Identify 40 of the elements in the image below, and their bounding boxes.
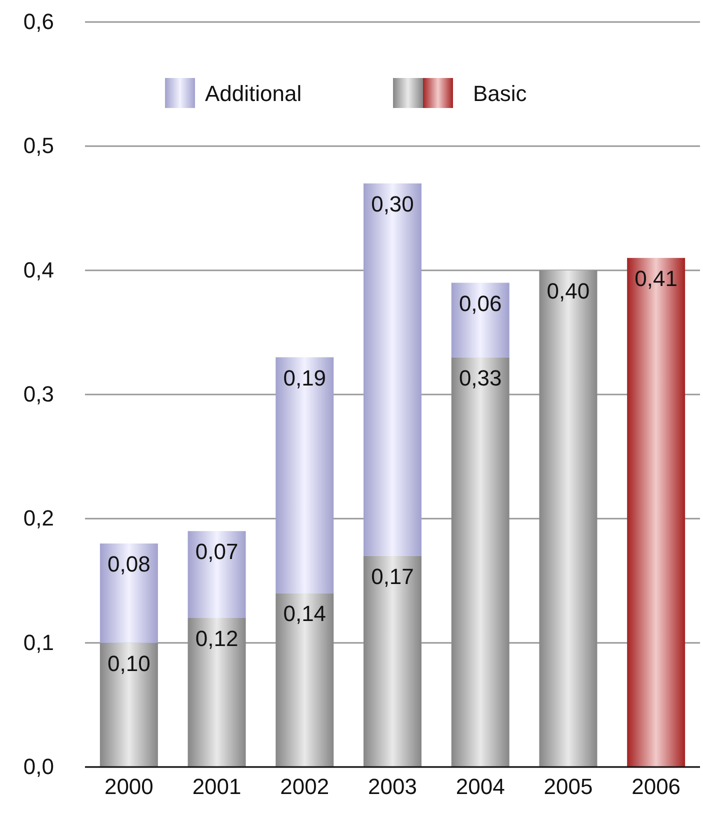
- y-tick-label: 0,6: [23, 9, 54, 34]
- bar: [364, 183, 422, 556]
- bar: [276, 593, 334, 767]
- y-tick-label: 0,0: [23, 754, 54, 780]
- legend-label: Additional: [205, 81, 302, 106]
- bar: [451, 357, 510, 767]
- y-tick-label: 0,1: [23, 630, 54, 655]
- data-label: 0,12: [195, 626, 238, 651]
- data-label: 0,08: [108, 552, 150, 576]
- y-tick-label: 0,3: [23, 382, 54, 407]
- bar: [276, 357, 334, 594]
- bar: [364, 556, 422, 767]
- data-label: 0,19: [283, 365, 326, 390]
- data-label: 0,14: [283, 601, 326, 626]
- legend-label: Basic: [473, 81, 527, 106]
- x-tick-label: 2001: [192, 774, 242, 799]
- x-tick-label: 2005: [544, 774, 593, 799]
- x-tick-label: 2002: [280, 774, 330, 799]
- x-tick-label: 2004: [456, 774, 505, 799]
- data-label: 0,41: [634, 266, 678, 291]
- bar: [188, 618, 246, 767]
- bar: [100, 544, 158, 643]
- bar: [451, 282, 510, 358]
- data-label: 0,10: [108, 650, 150, 676]
- data-label: 0,33: [458, 365, 502, 390]
- x-tick-label: 2006: [632, 774, 681, 799]
- bar: [188, 531, 246, 618]
- bar: [627, 258, 686, 767]
- x-tick-label: 2000: [104, 774, 154, 799]
- data-label: 0,40: [546, 278, 590, 304]
- bar: [100, 642, 158, 767]
- data-label: 0,30: [371, 191, 414, 216]
- y-tick-label: 0,5: [23, 133, 54, 158]
- data-label: 0,06: [458, 290, 502, 316]
- data-label: 0,07: [195, 539, 238, 564]
- x-tick-label: 2003: [368, 774, 417, 799]
- y-tick-label: 0,4: [23, 257, 54, 282]
- y-tick-label: 0,2: [23, 506, 54, 531]
- data-label: 0,17: [371, 564, 414, 589]
- bar: [539, 270, 598, 767]
